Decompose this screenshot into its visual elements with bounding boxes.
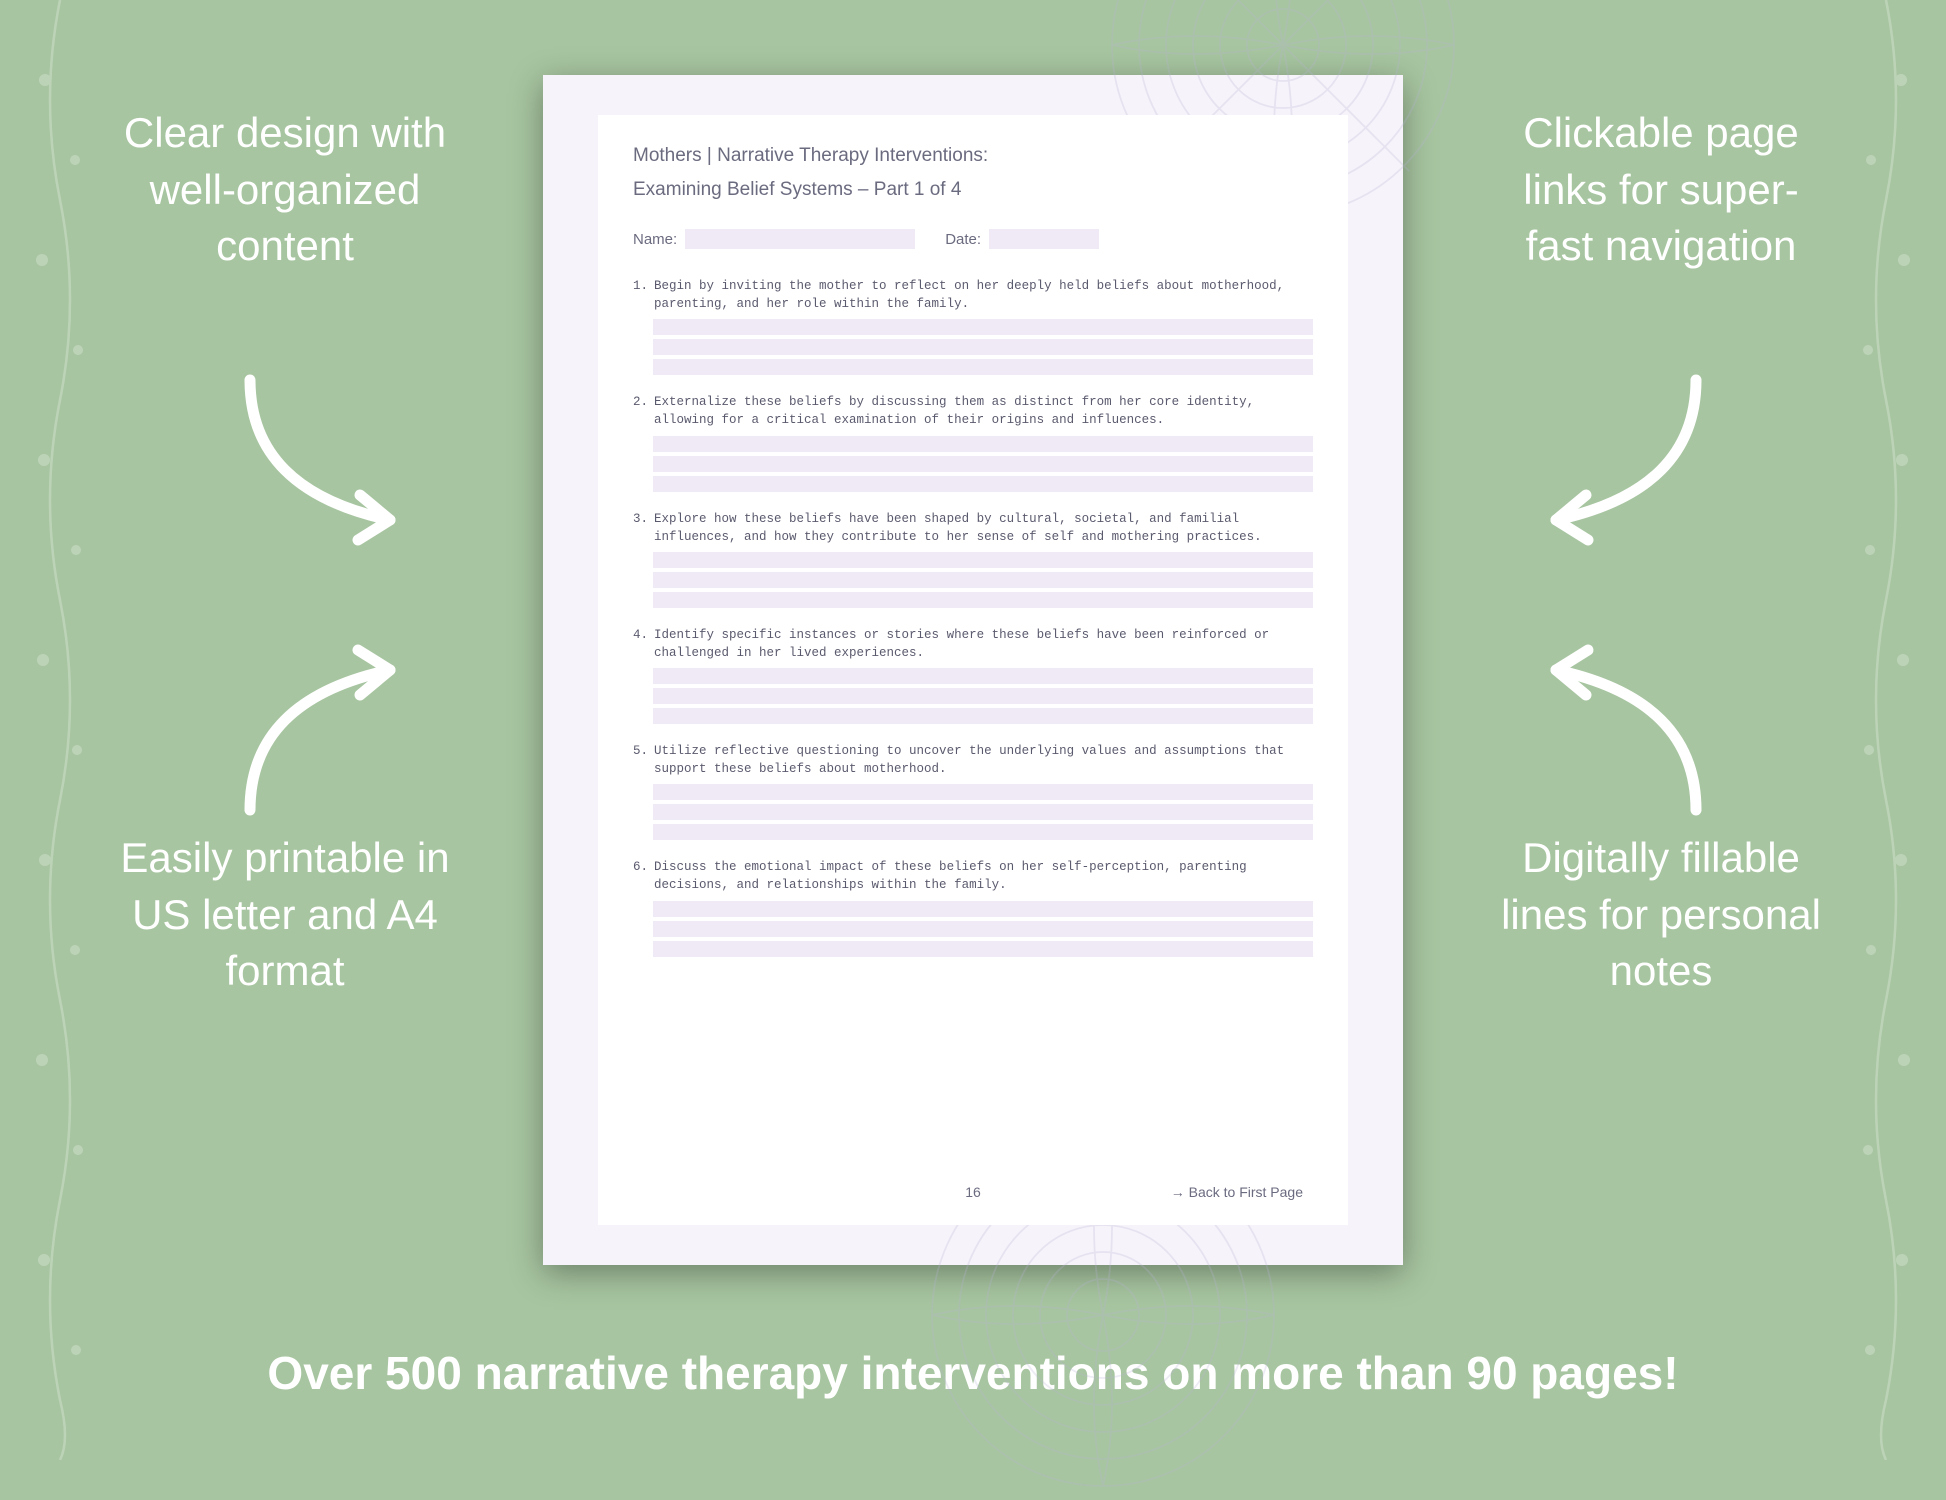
- document-meta-row: Name: Date:: [633, 229, 1313, 249]
- item-text: Identify specific instances or stories w…: [654, 626, 1313, 662]
- page-number: 16: [965, 1184, 981, 1200]
- item-text: Utilize reflective questioning to uncove…: [654, 742, 1313, 778]
- fillable-line[interactable]: [653, 804, 1313, 820]
- fillable-line[interactable]: [653, 592, 1313, 608]
- worksheet-item: 5.Utilize reflective questioning to unco…: [633, 742, 1313, 840]
- item-text: Begin by inviting the mother to reflect …: [654, 277, 1313, 313]
- fillable-lines[interactable]: [653, 784, 1313, 840]
- fillable-lines[interactable]: [653, 901, 1313, 957]
- decorative-vine-right: [1826, 0, 1946, 1460]
- fillable-line[interactable]: [653, 572, 1313, 588]
- fillable-lines[interactable]: [653, 319, 1313, 375]
- fillable-line[interactable]: [653, 901, 1313, 917]
- fillable-lines[interactable]: [653, 552, 1313, 608]
- fillable-line[interactable]: [653, 436, 1313, 452]
- arrow-bottom-right: [1526, 630, 1726, 830]
- callout-top-left: Clear design with well-organized content: [115, 105, 455, 275]
- name-label: Name:: [633, 231, 677, 248]
- worksheet-item: 4.Identify specific instances or stories…: [633, 626, 1313, 724]
- fillable-line[interactable]: [653, 941, 1313, 957]
- document-footer: . 16 → Back to First Page: [633, 1184, 1313, 1200]
- item-number: 1.: [633, 277, 648, 313]
- fillable-line[interactable]: [653, 668, 1313, 684]
- callout-bottom-right: Digitally fillable lines for personal no…: [1491, 830, 1831, 1000]
- item-number: 2.: [633, 393, 648, 429]
- fillable-line[interactable]: [653, 784, 1313, 800]
- fillable-line[interactable]: [653, 688, 1313, 704]
- name-input-field[interactable]: [685, 229, 915, 249]
- fillable-line[interactable]: [653, 824, 1313, 840]
- fillable-line[interactable]: [653, 456, 1313, 472]
- decorative-vine-left: [0, 0, 120, 1460]
- date-input-field[interactable]: [989, 229, 1099, 249]
- fillable-line[interactable]: [653, 708, 1313, 724]
- arrow-top-left: [220, 360, 420, 560]
- back-to-first-page-link[interactable]: → Back to First Page: [1171, 1184, 1303, 1200]
- fillable-line[interactable]: [653, 359, 1313, 375]
- arrow-bottom-left: [220, 630, 420, 830]
- fillable-line[interactable]: [653, 476, 1313, 492]
- item-text: Discuss the emotional impact of these be…: [654, 858, 1313, 894]
- item-number: 3.: [633, 510, 648, 546]
- item-text: Explore how these beliefs have been shap…: [654, 510, 1313, 546]
- callout-top-right: Clickable page links for super-fast navi…: [1491, 105, 1831, 275]
- item-text: Externalize these beliefs by discussing …: [654, 393, 1313, 429]
- bottom-tagline: Over 500 narrative therapy interventions…: [0, 1346, 1946, 1400]
- arrow-top-right: [1526, 360, 1726, 560]
- fillable-line[interactable]: [653, 319, 1313, 335]
- date-label: Date:: [945, 231, 981, 248]
- document-inner: Mothers | Narrative Therapy Intervention…: [598, 115, 1348, 1225]
- worksheet-item: 1.Begin by inviting the mother to reflec…: [633, 277, 1313, 375]
- item-number: 5.: [633, 742, 648, 778]
- fillable-line[interactable]: [653, 339, 1313, 355]
- worksheet-item: 6.Discuss the emotional impact of these …: [633, 858, 1313, 956]
- fillable-lines[interactable]: [653, 436, 1313, 492]
- item-number: 4.: [633, 626, 648, 662]
- document-page: Mothers | Narrative Therapy Intervention…: [543, 75, 1403, 1265]
- fillable-lines[interactable]: [653, 668, 1313, 724]
- document-title-line-1: Mothers | Narrative Therapy Intervention…: [633, 145, 1313, 167]
- item-number: 6.: [633, 858, 648, 894]
- worksheet-item: 2.Externalize these beliefs by discussin…: [633, 393, 1313, 491]
- callout-bottom-left: Easily printable in US letter and A4 for…: [115, 830, 455, 1000]
- fillable-line[interactable]: [653, 921, 1313, 937]
- worksheet-item: 3.Explore how these beliefs have been sh…: [633, 510, 1313, 608]
- fillable-line[interactable]: [653, 552, 1313, 568]
- document-title-line-2: Examining Belief Systems – Part 1 of 4: [633, 179, 1313, 201]
